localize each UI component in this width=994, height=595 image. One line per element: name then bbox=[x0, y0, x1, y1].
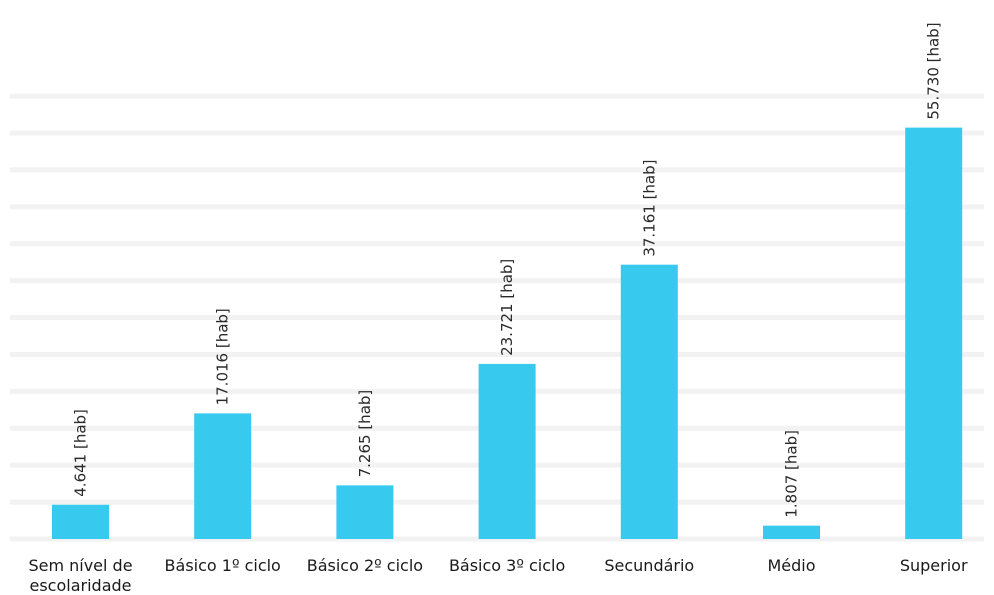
bar bbox=[194, 413, 252, 539]
category-tick-label: Sem nível de bbox=[28, 556, 132, 575]
category-tick-label: Básico 1º ciclo bbox=[165, 556, 281, 575]
category-tick-label: Superior bbox=[900, 556, 968, 575]
category-tick-label: Básico 2º ciclo bbox=[307, 556, 423, 575]
category-tick-label: Básico 3º ciclo bbox=[449, 556, 565, 575]
bar-value-label: 17.016 [hab] bbox=[214, 308, 232, 405]
bar bbox=[763, 525, 820, 539]
bar bbox=[478, 363, 536, 539]
bar-value-label: 7.265 [hab] bbox=[356, 390, 374, 478]
category-tick-label: Secundário bbox=[604, 556, 694, 575]
value-labels: 4.641 [hab] 17.016 [hab] 7.265 [hab] 23.721… bbox=[72, 22, 943, 517]
bar-value-label: 55.730 [hab] bbox=[925, 22, 943, 119]
bar-value-label: 1.807 [hab] bbox=[783, 430, 801, 518]
bar bbox=[905, 127, 963, 540]
bar-value-label: 4.641 [hab] bbox=[72, 409, 90, 497]
bar bbox=[52, 504, 109, 539]
bar bbox=[620, 264, 678, 539]
category-tick-label: Médio bbox=[767, 556, 815, 575]
bars bbox=[52, 127, 963, 540]
category-tick-label: escolaridade bbox=[30, 576, 132, 595]
bar-value-label: 23.721 [hab] bbox=[498, 259, 516, 356]
bar-value-label: 37.161 [hab] bbox=[640, 159, 658, 256]
bar bbox=[336, 485, 394, 539]
